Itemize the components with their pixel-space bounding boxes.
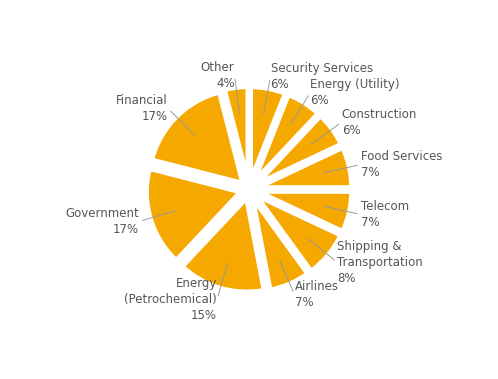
Wedge shape xyxy=(252,197,308,290)
Wedge shape xyxy=(152,92,243,183)
Wedge shape xyxy=(146,169,241,260)
Text: Government
17%: Government 17% xyxy=(65,207,139,236)
Wedge shape xyxy=(250,87,285,181)
Wedge shape xyxy=(256,195,341,271)
Text: Food Services
7%: Food Services 7% xyxy=(361,150,443,179)
Text: Shipping &
Transportation
8%: Shipping & Transportation 8% xyxy=(338,240,423,285)
Wedge shape xyxy=(257,147,352,188)
Wedge shape xyxy=(257,191,352,232)
Wedge shape xyxy=(225,87,248,181)
Text: Security Services
6%: Security Services 6% xyxy=(270,62,373,91)
Text: Financial
17%: Financial 17% xyxy=(116,94,168,123)
Text: Telecom
7%: Telecom 7% xyxy=(361,200,409,229)
Wedge shape xyxy=(256,116,341,184)
Text: Construction
6%: Construction 6% xyxy=(342,108,417,136)
Text: Other
4%: Other 4% xyxy=(201,61,235,90)
Text: Energy (Utility)
6%: Energy (Utility) 6% xyxy=(310,78,400,107)
Wedge shape xyxy=(253,95,318,182)
Wedge shape xyxy=(182,198,264,292)
Text: Energy
(Petrochemical)
15%: Energy (Petrochemical) 15% xyxy=(124,277,217,322)
Text: Airlines
7%: Airlines 7% xyxy=(295,280,339,309)
